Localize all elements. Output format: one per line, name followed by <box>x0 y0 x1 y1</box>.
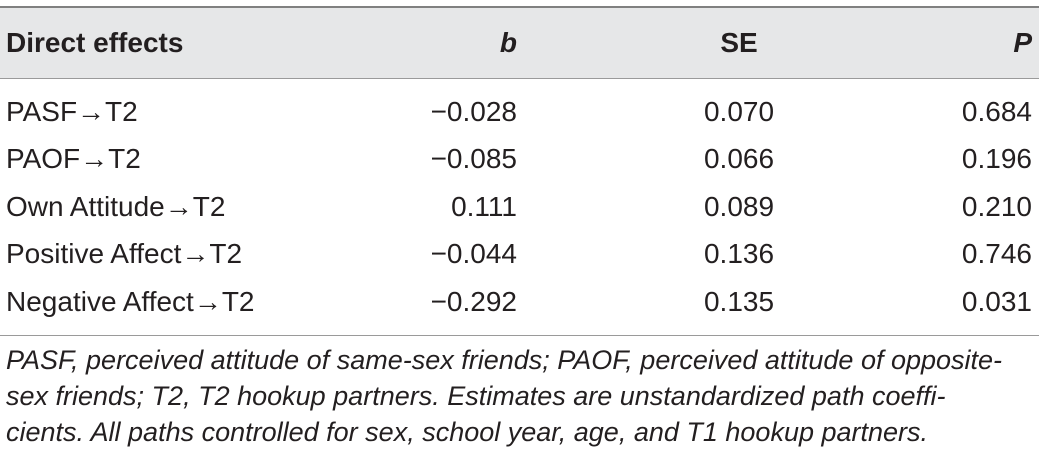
row-b-value: −0.292 <box>430 286 517 317</box>
header-p: P <box>1013 27 1032 58</box>
header-b: b <box>499 27 517 58</box>
footnote-line: PASF, perceived attitude of same-sex fri… <box>6 345 1003 375</box>
table-header-background <box>0 6 1039 79</box>
row-se-value: 0.066 <box>703 143 775 174</box>
row-label: Own Attitude→T2 <box>6 191 226 222</box>
footnote-line: cients. All paths controlled for sex, sc… <box>6 417 929 447</box>
row-label: Negative Affect→T2 <box>6 286 255 317</box>
row-b-value: 0.111 <box>451 191 517 222</box>
row-p-value: 0.746 <box>961 238 1032 269</box>
header-se: SE <box>720 27 758 58</box>
row-se-value: 0.135 <box>703 286 775 317</box>
row-p-value: 0.031 <box>961 286 1032 317</box>
table-bottom-rule <box>0 335 1039 336</box>
row-b-value: −0.028 <box>430 96 517 127</box>
table-header-rule <box>0 78 1039 79</box>
row-b-value: −0.044 <box>430 238 517 269</box>
table-footnote: PASF, perceived attitude of same-sex fri… <box>6 342 1034 450</box>
row-label: PAOF→T2 <box>6 143 141 174</box>
row-p-value: 0.684 <box>961 96 1032 127</box>
row-se-value: 0.136 <box>703 238 775 269</box>
row-b-value: −0.085 <box>430 143 517 174</box>
row-label: Positive Affect→T2 <box>6 238 243 269</box>
row-p-value: 0.196 <box>961 143 1032 174</box>
table-top-rule <box>0 6 1039 8</box>
row-se-value: 0.089 <box>703 191 775 222</box>
footnote-line: sex friends; T2, T2 hookup partners. Est… <box>6 381 946 411</box>
header-direct-effects: Direct effects <box>6 27 184 58</box>
row-label: PASF→T2 <box>6 96 138 127</box>
row-p-value: 0.210 <box>961 191 1032 222</box>
row-se-value: 0.070 <box>703 96 775 127</box>
